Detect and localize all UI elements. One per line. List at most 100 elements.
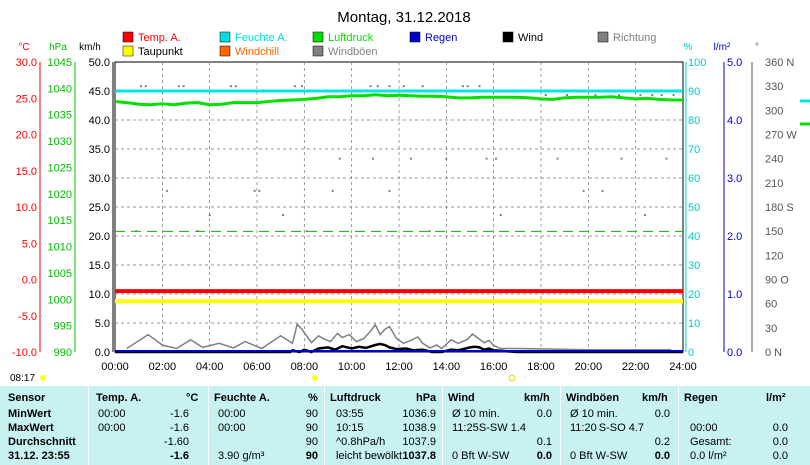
axis-tick-label: 25.0 (16, 93, 37, 105)
axis-tick-label: 4.0 (727, 115, 742, 127)
header-gusts: Windböen (566, 392, 620, 404)
legend-label: Windchill (235, 46, 279, 58)
richtung-point (196, 230, 199, 233)
x-tick-label: 02:00 (149, 361, 177, 373)
stat-label-row0: MinWert (8, 408, 52, 420)
axis-tick-label: 10.0 (16, 202, 37, 214)
axis-tick-label: 10 (688, 318, 700, 330)
legend-label: Taupunkt (138, 46, 183, 58)
axis-tick-label: 210 (765, 178, 783, 190)
richtung-point (485, 157, 488, 160)
axis-tick-label: 330 (765, 81, 783, 93)
richtung-point (229, 85, 232, 88)
stat-c4-row2: 90 (305, 436, 318, 448)
axis-tick-label: 1035 (48, 110, 72, 122)
legend-swatch (312, 45, 324, 57)
stat-c6-row0: 1036.9 (402, 408, 436, 420)
header-humidity: Feuchte A. (214, 392, 270, 404)
legend-swatch (502, 31, 514, 43)
axis-tick-label: 240 (765, 154, 783, 166)
richtung-point (402, 85, 405, 88)
stat-c7b-row1: S-SW 1.4 (478, 422, 526, 434)
axis-tick-label: 1015 (48, 215, 72, 227)
stat-c2-row2: -1.60 (163, 436, 189, 448)
legend-swatch (597, 31, 609, 43)
richtung-point (388, 189, 391, 192)
axis-tick-label: 100 (688, 57, 706, 69)
axis-tick-label: 3.0 (727, 173, 742, 185)
richtung-point (618, 94, 621, 97)
stat-c10-row0: 0.0 (654, 408, 670, 420)
stat-c9b-row1: S-SO 4.7 (598, 422, 644, 434)
axis-tick-label: 1005 (48, 268, 72, 280)
richtung-point (582, 189, 585, 192)
axis-tick-label: 5.0 (95, 318, 110, 330)
axis-tick-label: 60 (765, 299, 777, 311)
richtung-point (305, 230, 308, 233)
windb-en-line (126, 322, 672, 351)
richtung-point (466, 85, 469, 88)
chart-title: Montag, 31.12.2018 (337, 9, 470, 26)
stat-c11-row3: 0.0 l/m² (690, 450, 727, 462)
stat-c11-row2: Gesamt: (690, 436, 732, 448)
stat-label-row3: 31.12. 23:55 (8, 450, 70, 462)
richtung-point (371, 157, 374, 160)
legend-label: Wind (518, 32, 543, 44)
stat-c6-row3: 1037.8 (402, 450, 436, 462)
richtung-point (300, 85, 303, 88)
x-tick-label: 22:00 (622, 361, 650, 373)
richtung-point (620, 157, 623, 160)
axis-tick-label: 15.0 (16, 166, 37, 178)
axis-tick-label: 5.0 (727, 57, 742, 69)
header-temp-unit: °C (186, 392, 199, 404)
axis-tick-label: -10.0 (12, 347, 37, 359)
stat-c12-row1: 0.0 (772, 422, 788, 434)
richtung-point (293, 85, 296, 88)
axis-tick-label: 1020 (48, 189, 72, 201)
axis-tick-label: 35.0 (89, 144, 110, 156)
stat-c6-row1: 1038.9 (402, 422, 436, 434)
stat-c7-row3: 0 Bft W-SW (452, 450, 510, 462)
noon-sun-marker (312, 375, 318, 381)
header-wind-unit: km/h (524, 392, 550, 404)
axis-unit-label: km/h (79, 42, 101, 53)
richtung-point (556, 157, 559, 160)
stat-c5-row3: leicht bewölkt (336, 450, 403, 462)
richtung-point (639, 94, 642, 97)
richtung-point (409, 157, 412, 160)
axis-tick-label: 0 N (765, 347, 782, 359)
chart-axes: 30.025.020.015.010.05.00.0-5.0-10.0°C104… (12, 42, 797, 373)
legend-label: Temp. A. (138, 32, 181, 44)
axis-tick-label: 270 W (765, 130, 797, 142)
axis-tick-label: 30.0 (16, 57, 37, 69)
axis-tick-label: 50 (688, 202, 700, 214)
stat-c8-row0: 0.0 (536, 408, 552, 420)
richtung-point (478, 85, 481, 88)
stat-c10-row2: 0.2 (654, 436, 670, 448)
axis-tick-label: 995 (54, 321, 72, 333)
stat-c9-row3: 0 Bft W-SW (570, 450, 628, 462)
header-rain: Regen (684, 392, 718, 404)
legend-swatch (122, 31, 134, 43)
richtung-point (208, 214, 211, 217)
richtung-point (369, 85, 372, 88)
stat-c12-row2: 0.0 (772, 436, 788, 448)
stat-c1-row0: 00:00 (98, 408, 126, 420)
richtung-point (601, 189, 604, 192)
axis-tick-label: 20 (688, 289, 700, 301)
axis-tick-label: 1.0 (727, 289, 742, 301)
richtung-point (135, 230, 138, 233)
plot-area (114, 61, 810, 354)
richtung-point (282, 214, 285, 217)
stat-label-row1: MaxWert (8, 422, 54, 434)
luftdruck-line (114, 93, 683, 107)
richtung-point (672, 94, 675, 97)
richtung-point (144, 85, 147, 88)
stat-c6-row2: 1037.9 (402, 436, 436, 448)
axis-tick-label: -5.0 (18, 311, 37, 323)
header-gusts-unit: km/h (642, 392, 668, 404)
richtung-point (660, 94, 663, 97)
legend-label: Windböen (328, 46, 378, 58)
axis-tick-label: 30 (765, 323, 777, 335)
axis-tick-label: 360 N (765, 57, 794, 69)
